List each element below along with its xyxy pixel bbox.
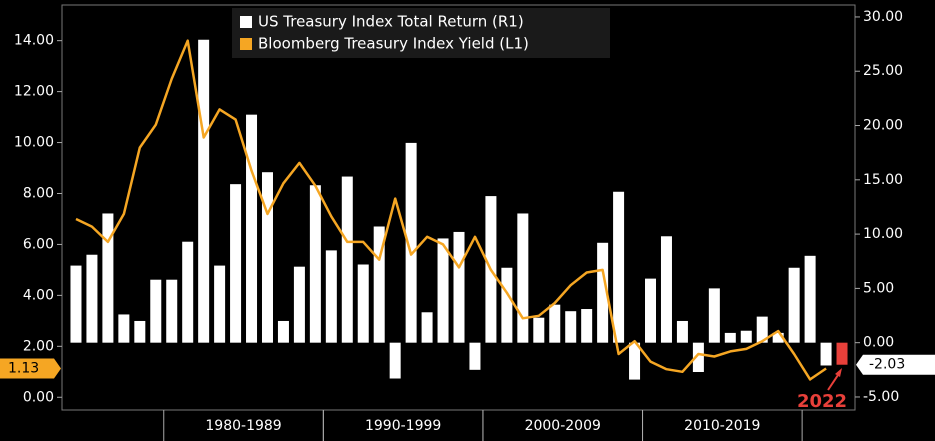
bar bbox=[277, 320, 289, 343]
bar bbox=[182, 241, 194, 343]
bar bbox=[533, 317, 545, 343]
x-group-label: 1990-1999 bbox=[365, 418, 441, 434]
bar bbox=[86, 254, 98, 343]
bar bbox=[629, 342, 641, 380]
bar bbox=[373, 226, 385, 343]
y-tick-label: 2.00 bbox=[23, 338, 54, 354]
y-tick-label: 8.00 bbox=[23, 185, 54, 201]
bar bbox=[501, 267, 513, 343]
bar bbox=[565, 311, 577, 343]
y2-tick-label: 20.00 bbox=[863, 118, 903, 134]
bar bbox=[325, 250, 337, 343]
value-tag bbox=[856, 354, 935, 375]
bar bbox=[756, 316, 768, 343]
value-tag bbox=[0, 358, 61, 379]
legend-label: US Treasury Index Total Return (R1) bbox=[258, 13, 524, 31]
bar bbox=[645, 278, 657, 343]
bar bbox=[820, 342, 832, 366]
bar bbox=[517, 213, 529, 343]
y2-tick-label: 0.00 bbox=[863, 335, 894, 351]
bar bbox=[309, 185, 321, 343]
bar bbox=[676, 320, 688, 343]
legend-box bbox=[232, 8, 610, 58]
bar bbox=[804, 255, 816, 343]
bar bbox=[70, 265, 82, 343]
y-tick-label: 6.00 bbox=[23, 236, 54, 252]
annotation-arrowhead bbox=[835, 368, 843, 377]
x-group-label: 2000-2009 bbox=[525, 418, 601, 434]
y-tick-label: 14.00 bbox=[14, 33, 54, 49]
bar bbox=[389, 342, 401, 379]
y-tick-label: 4.00 bbox=[23, 287, 54, 303]
bar bbox=[198, 39, 210, 343]
y2-tick-label: 15.00 bbox=[863, 172, 903, 188]
bar bbox=[230, 184, 242, 343]
bar bbox=[293, 266, 305, 343]
legend-label: Bloomberg Treasury Index Yield (L1) bbox=[258, 35, 529, 53]
y2-tick-label: 5.00 bbox=[863, 280, 894, 296]
bar bbox=[836, 342, 848, 365]
bar bbox=[597, 242, 609, 343]
bar bbox=[102, 213, 114, 343]
bar bbox=[118, 314, 130, 343]
y2-tick-label: 25.00 bbox=[863, 63, 903, 79]
bar bbox=[660, 236, 672, 343]
bar bbox=[150, 279, 162, 343]
bar bbox=[724, 332, 736, 343]
y-tick-label: 10.00 bbox=[14, 135, 54, 151]
y2-tick-label: 10.00 bbox=[863, 226, 903, 242]
legend-swatch bbox=[240, 16, 252, 28]
bar bbox=[246, 114, 258, 343]
bar bbox=[692, 342, 704, 372]
bar bbox=[549, 304, 561, 343]
value-tag-label: -2.03 bbox=[869, 357, 905, 373]
bar bbox=[261, 172, 273, 343]
bar bbox=[740, 330, 752, 343]
legend-swatch bbox=[240, 38, 252, 50]
bar bbox=[469, 342, 481, 370]
bar bbox=[613, 191, 625, 343]
bar bbox=[437, 238, 449, 343]
x-group-label: 1980-1989 bbox=[205, 418, 281, 434]
bar bbox=[421, 312, 433, 343]
bar bbox=[134, 320, 146, 343]
bar bbox=[581, 309, 593, 343]
y2-tick-label: -5.00 bbox=[863, 389, 899, 405]
plot-frame bbox=[61, 4, 856, 411]
value-tag-label: 1.13 bbox=[8, 360, 39, 376]
y2-tick-label: 30.00 bbox=[863, 9, 903, 25]
bar bbox=[214, 265, 226, 343]
line bbox=[75, 39, 827, 381]
bar bbox=[772, 332, 784, 343]
y-tick-label: 12.00 bbox=[14, 84, 54, 100]
bar bbox=[453, 231, 465, 343]
x-group-label: 2010-2019 bbox=[684, 418, 760, 434]
y-tick-label: 0.00 bbox=[23, 389, 54, 405]
bar bbox=[357, 264, 369, 343]
bar bbox=[341, 176, 353, 343]
bar bbox=[405, 142, 417, 343]
bar bbox=[708, 288, 720, 343]
annotation: 2022 bbox=[797, 391, 847, 412]
bar bbox=[788, 267, 800, 343]
bar bbox=[166, 279, 178, 343]
